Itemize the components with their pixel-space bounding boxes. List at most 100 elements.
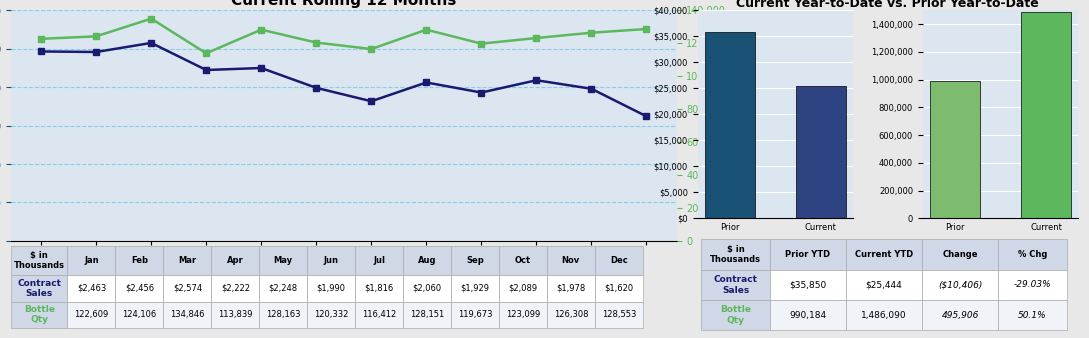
FancyBboxPatch shape [846,239,922,270]
FancyBboxPatch shape [770,239,846,270]
Text: % Chg: % Chg [1018,250,1048,259]
FancyBboxPatch shape [701,239,770,270]
Text: 990,184: 990,184 [790,311,827,320]
FancyBboxPatch shape [11,275,68,301]
FancyBboxPatch shape [211,301,259,328]
FancyBboxPatch shape [211,246,259,275]
FancyBboxPatch shape [922,270,999,300]
FancyBboxPatch shape [770,270,846,300]
Text: Oct: Oct [515,256,531,265]
Text: $2,463: $2,463 [77,284,106,293]
Text: $25,444: $25,444 [866,280,903,289]
FancyBboxPatch shape [547,246,595,275]
FancyBboxPatch shape [163,275,211,301]
Text: $2,222: $2,222 [221,284,249,293]
FancyBboxPatch shape [451,246,499,275]
FancyBboxPatch shape [259,301,307,328]
Text: Nov: Nov [562,256,580,265]
FancyBboxPatch shape [999,270,1067,300]
FancyBboxPatch shape [115,301,163,328]
Text: Jan: Jan [84,256,99,265]
Text: 123,099: 123,099 [505,310,540,319]
Text: Change: Change [942,250,978,259]
Y-axis label: Bottle Qty: Bottle Qty [727,101,737,150]
Text: 119,673: 119,673 [457,310,492,319]
FancyBboxPatch shape [115,275,163,301]
Text: 134,846: 134,846 [170,310,205,319]
FancyBboxPatch shape [701,300,770,330]
FancyBboxPatch shape [307,275,355,301]
Text: $1,620: $1,620 [604,284,634,293]
Text: Bottle
Qty: Bottle Qty [24,305,54,324]
Text: Mar: Mar [179,256,196,265]
Text: $1,978: $1,978 [556,284,586,293]
FancyBboxPatch shape [846,300,922,330]
FancyBboxPatch shape [922,300,999,330]
FancyBboxPatch shape [403,275,451,301]
FancyBboxPatch shape [11,246,68,275]
FancyBboxPatch shape [68,275,115,301]
FancyBboxPatch shape [999,239,1067,270]
Text: 128,553: 128,553 [601,310,636,319]
Text: Dec: Dec [610,256,627,265]
FancyBboxPatch shape [846,270,922,300]
Text: ($10,406): ($10,406) [938,280,982,289]
FancyBboxPatch shape [595,246,643,275]
Text: -29.03%: -29.03% [1014,280,1051,289]
Text: 126,308: 126,308 [553,310,588,319]
Bar [705,32,755,218]
FancyBboxPatch shape [403,301,451,328]
Text: 50.1%: 50.1% [1018,311,1047,320]
FancyBboxPatch shape [451,275,499,301]
Text: $ in
Thousands: $ in Thousands [14,251,64,270]
FancyBboxPatch shape [163,301,211,328]
Text: $2,089: $2,089 [509,284,538,293]
Text: $1,990: $1,990 [317,284,345,293]
FancyBboxPatch shape [922,239,999,270]
FancyBboxPatch shape [701,270,770,300]
Text: 1,486,090: 1,486,090 [861,311,907,320]
Text: Apr: Apr [227,256,244,265]
FancyBboxPatch shape [547,301,595,328]
Text: $ in
Thousands: $ in Thousands [710,245,761,264]
FancyBboxPatch shape [770,300,846,330]
Text: 113,839: 113,839 [218,310,253,319]
Text: $1,816: $1,816 [365,284,394,293]
Text: 128,151: 128,151 [409,310,444,319]
Text: $1,929: $1,929 [461,284,489,293]
Text: $2,248: $2,248 [269,284,297,293]
Text: May: May [273,256,293,265]
FancyBboxPatch shape [499,275,547,301]
Text: $35,850: $35,850 [790,280,827,289]
Bar [1021,12,1072,218]
FancyBboxPatch shape [499,301,547,328]
Text: $2,456: $2,456 [125,284,154,293]
Text: 116,412: 116,412 [362,310,396,319]
FancyBboxPatch shape [307,301,355,328]
Text: Prior YTD: Prior YTD [785,250,831,259]
Text: Jun: Jun [323,256,339,265]
Text: $2,060: $2,060 [413,284,442,293]
FancyBboxPatch shape [259,246,307,275]
FancyBboxPatch shape [547,275,595,301]
Text: Current Year-to-Date vs. Prior Year-to-Date: Current Year-to-Date vs. Prior Year-to-D… [736,0,1039,10]
Text: Jul: Jul [374,256,386,265]
FancyBboxPatch shape [451,301,499,328]
Text: Contract
Sales: Contract Sales [713,275,758,294]
Text: Aug: Aug [418,256,437,265]
FancyBboxPatch shape [355,275,403,301]
FancyBboxPatch shape [403,246,451,275]
Title: Current Rolling 12 Months: Current Rolling 12 Months [231,0,456,7]
FancyBboxPatch shape [68,246,115,275]
Text: 124,106: 124,106 [122,310,157,319]
Text: 495,906: 495,906 [942,311,979,320]
FancyBboxPatch shape [499,246,547,275]
FancyBboxPatch shape [355,301,403,328]
Text: $2,574: $2,574 [173,284,201,293]
Text: 122,609: 122,609 [74,310,109,319]
FancyBboxPatch shape [115,246,163,275]
FancyBboxPatch shape [595,301,643,328]
FancyBboxPatch shape [259,275,307,301]
Text: Current YTD: Current YTD [855,250,914,259]
FancyBboxPatch shape [68,301,115,328]
